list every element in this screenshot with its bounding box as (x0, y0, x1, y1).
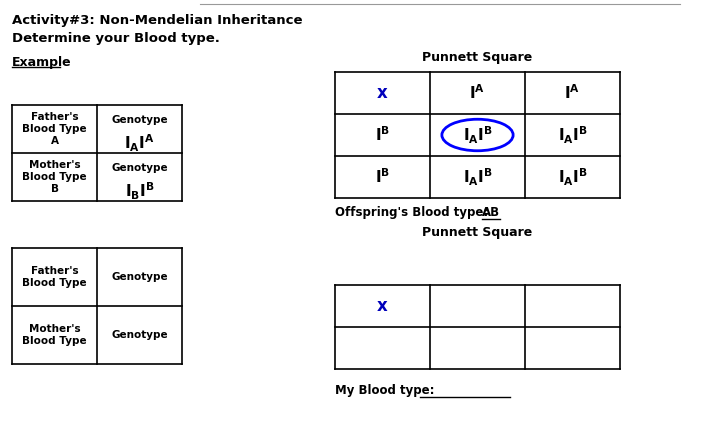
Text: x: x (377, 297, 388, 315)
Text: Genotype: Genotype (111, 330, 168, 340)
Text: Punnett Square: Punnett Square (422, 226, 533, 239)
Text: $\mathbf{I}^{\mathbf{B}}$: $\mathbf{I}^{\mathbf{B}}$ (375, 168, 390, 186)
Text: Father's
Blood Type: Father's Blood Type (22, 266, 87, 288)
Text: $\mathbf{I}_{\mathbf{A}}\mathbf{I}^{\mathbf{B}}$: $\mathbf{I}_{\mathbf{A}}\mathbf{I}^{\mat… (462, 166, 493, 188)
Text: Mother's
Blood Type: Mother's Blood Type (22, 324, 87, 346)
Text: Determine your Blood type.: Determine your Blood type. (12, 32, 220, 45)
Text: Father's
Blood Type
A: Father's Blood Type A (22, 112, 87, 146)
Text: $\mathbf{I}_{\mathbf{A}}\mathbf{I}^{\mathbf{B}}$: $\mathbf{I}_{\mathbf{A}}\mathbf{I}^{\mat… (462, 124, 493, 146)
Text: My Blood type:: My Blood type: (335, 384, 434, 397)
Text: Genotype: Genotype (111, 163, 168, 173)
Text: $\mathbf{I}_{\mathbf{A}}\mathbf{I}^{\mathbf{B}}$: $\mathbf{I}_{\mathbf{A}}\mathbf{I}^{\mat… (558, 124, 587, 146)
Text: Punnett Square: Punnett Square (422, 51, 533, 64)
Text: Genotype: Genotype (111, 272, 168, 282)
Text: Activity#3: Non-Mendelian Inheritance: Activity#3: Non-Mendelian Inheritance (12, 14, 303, 27)
Text: x: x (377, 84, 388, 102)
Text: $\mathbf{I}_{\mathbf{B}}\mathbf{I}^{\mathbf{B}}$: $\mathbf{I}_{\mathbf{B}}\mathbf{I}^{\mat… (124, 180, 155, 202)
Text: $\mathbf{I}_{\mathbf{A}}\mathbf{I}^{\mathbf{B}}$: $\mathbf{I}_{\mathbf{A}}\mathbf{I}^{\mat… (558, 166, 587, 188)
Text: Example: Example (12, 56, 72, 69)
Text: Offspring's Blood type:: Offspring's Blood type: (335, 206, 493, 219)
Text: Mother's
Blood Type
B: Mother's Blood Type B (22, 160, 87, 194)
Text: $\mathbf{I}_{\mathbf{A}}\mathbf{I}^{\mathbf{A}}$: $\mathbf{I}_{\mathbf{A}}\mathbf{I}^{\mat… (124, 132, 155, 154)
Text: $\mathbf{I}^{\mathbf{A}}$: $\mathbf{I}^{\mathbf{A}}$ (564, 83, 580, 103)
Text: $\mathbf{I}^{\mathbf{B}}$: $\mathbf{I}^{\mathbf{B}}$ (375, 126, 390, 144)
Text: $\mathbf{I}^{\mathbf{A}}$: $\mathbf{I}^{\mathbf{A}}$ (470, 83, 485, 103)
Text: Genotype: Genotype (111, 115, 168, 125)
Text: AB: AB (482, 206, 500, 219)
